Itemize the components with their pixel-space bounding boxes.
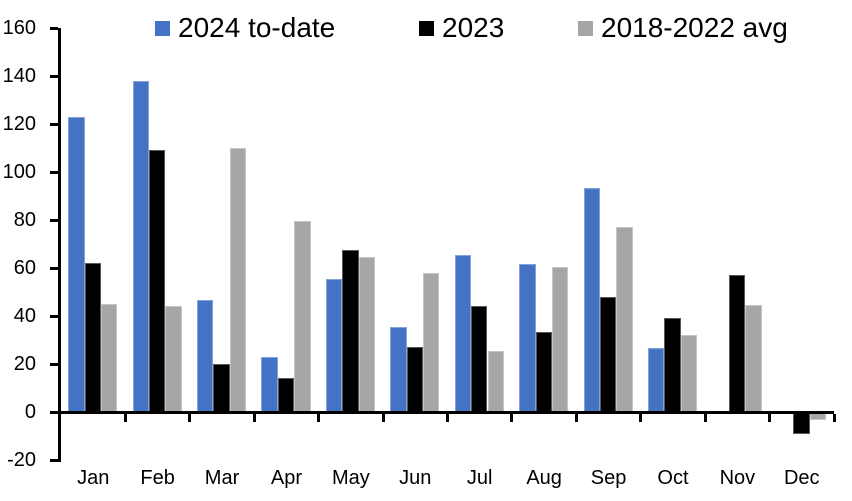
legend-label-2023: 2023 [442,12,505,43]
bar-2018-2022-avg-may [358,257,376,412]
x-tick-11 [768,413,772,422]
x-tick-10 [703,413,707,422]
bar-2024-to-date-jan [68,116,85,412]
bar-2023-dec [793,412,810,434]
bar-2024-to-date-oct [647,348,665,412]
bar-2024-to-date-aug [519,264,536,412]
x-tick-6 [446,413,449,422]
x-axis-label-jul: Jul [466,467,493,489]
bar-2018-2022-avg-oct [680,335,698,412]
x-tick-9 [639,413,643,422]
x-axis-label-jun: Jun [399,467,432,489]
y-tick-label-20: 20 [13,353,36,375]
x-tick-5 [381,413,385,422]
bar-2024-to-date-feb [132,80,149,412]
y-tick-label-80: 80 [13,209,36,231]
y-tick-label-60: 60 [13,257,36,279]
y-tick-0 [50,410,58,414]
y-tick-label--20: -20 [7,449,36,471]
y-tick-100 [50,170,58,174]
y-tick-20 [50,362,58,366]
y-axis-line [58,28,61,462]
bar-2024-to-date-apr [261,356,278,412]
y-tick-80 [50,218,58,222]
bar-2018-2022-avg-sep [616,227,633,412]
x-axis-label-feb: Feb [140,467,175,489]
bar-2024-to-date-jul [454,254,472,412]
x-axis-label-sep: Sep [590,467,627,489]
bar-2018-2022-avg-jan [101,304,118,412]
bar-2018-2022-avg-apr [294,221,311,412]
bar-2023-apr [277,378,295,412]
x-tick-3 [252,413,256,422]
y-tick-label-100: 100 [2,161,36,183]
bar-2018-2022-avg-mar [229,148,247,412]
bar-2023-jan [84,263,101,412]
x-axis-label-may: May [331,467,370,489]
legend-label-2018-2022-avg: 2018-2022 avg [601,12,788,43]
bar-2023-may [342,250,359,412]
legend-item-2023: 2023 [419,11,504,45]
bar-2018-2022-avg-feb [165,306,182,412]
y-tick-140 [50,74,58,78]
y-tick-160 [50,26,58,30]
x-tick-4 [317,413,321,422]
legend-item-2024-to-date: 2024 to-date [155,11,335,45]
y-tick-label-140: 140 [2,65,36,87]
x-tick-8 [574,413,578,422]
y-tick-label-160: 160 [2,17,36,39]
bar-2024-to-date-mar [197,300,214,412]
x-tick-2 [188,413,192,422]
y-tick-label-40: 40 [13,305,36,327]
bar-2023-aug [535,331,552,412]
x-axis-label-mar: Mar [204,467,240,489]
x-axis-line [58,410,834,414]
y-tick-120 [50,122,58,126]
x-tick-12 [832,413,836,422]
legend-swatch-2023 [419,20,434,36]
y-tick-label-120: 120 [2,113,36,135]
x-tick-1 [123,413,127,422]
bar-2018-2022-avg-aug [551,266,569,412]
bar-2023-jun [406,347,424,412]
y-tick-60 [50,266,58,270]
bar-2018-2022-avg-jul [487,350,504,412]
bar-2018-2022-avg-nov [745,305,762,412]
y-tick--20 [50,458,58,462]
legend-label-2024-to-date: 2024 to-date [178,12,336,43]
bar-2018-2022-avg-jun [423,272,440,412]
bar-2023-nov [728,275,746,412]
bar-2024-to-date-jun [390,326,407,412]
y-tick-40 [50,314,58,318]
legend-swatch-2018-2022-avg [578,20,593,36]
x-axis-label-aug: Aug [526,467,562,489]
bar-2023-mar [213,364,230,412]
x-axis-label-nov: Nov [719,467,756,489]
bar-2023-jul [471,306,488,412]
y-tick-label-0: 0 [24,401,36,423]
legend-swatch-2024-to-date [155,20,170,36]
bar-2024-to-date-may [325,278,343,412]
bar-2023-feb [149,150,166,412]
x-axis-label-dec: Dec [783,467,820,489]
x-tick-7 [510,413,514,422]
x-axis-label-oct: Oct [657,467,689,489]
legend-item-2018-2022-avg: 2018-2022 avg [578,11,788,45]
bar-2023-sep [599,296,617,412]
bar-2024-to-date-sep [583,187,600,412]
x-axis-label-jan: Jan [77,467,110,489]
x-axis-label-apr: Apr [270,467,303,489]
bar-2023-oct [664,318,681,412]
